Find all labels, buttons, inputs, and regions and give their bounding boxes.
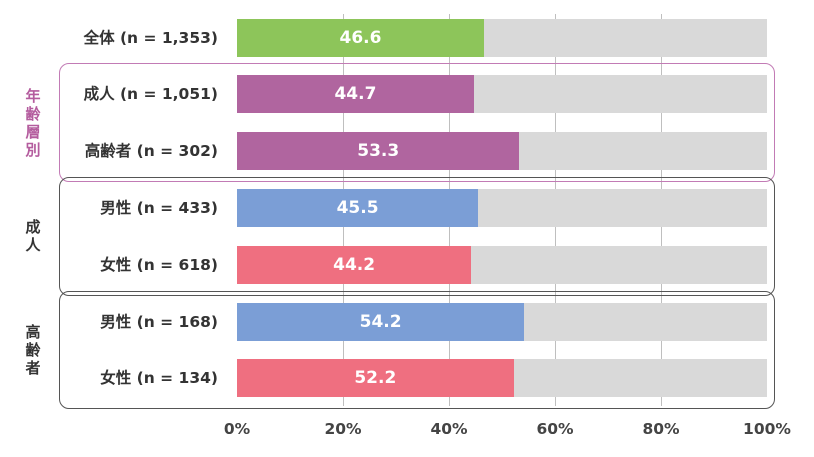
x-tick-label: 100%	[743, 420, 791, 438]
bar-value-label: 45.5	[336, 197, 379, 218]
x-tick-label: 60%	[536, 420, 574, 438]
bar	[237, 188, 479, 227]
group-label: 成人	[25, 218, 41, 255]
x-tick-label: 80%	[642, 420, 680, 438]
group-label: 年齢層別	[25, 86, 41, 159]
bar-value-label: 44.7	[334, 84, 377, 105]
bar-value-label: 54.2	[359, 311, 402, 332]
bar	[237, 245, 472, 284]
group-frame	[59, 63, 775, 183]
category-label: 男性 (n = 433)	[100, 198, 218, 217]
bar	[237, 18, 484, 57]
category-label: 成人 (n = 1,051)	[83, 85, 218, 104]
bar	[237, 359, 514, 398]
x-tick-label: 0%	[223, 420, 251, 438]
bar-value-label: 46.6	[339, 27, 382, 48]
category-label: 全体 (n = 1,353)	[83, 28, 218, 47]
category-label: 男性 (n = 168)	[100, 312, 218, 331]
bar-value-label: 52.2	[354, 368, 397, 389]
bar-value-label: 44.2	[333, 254, 376, 275]
x-tick-label: 40%	[430, 420, 468, 438]
group-frame	[59, 176, 775, 296]
bar	[237, 132, 520, 171]
group-frame	[59, 290, 775, 410]
category-label: 女性 (n = 134)	[100, 369, 218, 388]
x-tick-label: 20%	[324, 420, 362, 438]
group-label: 高齢者	[25, 322, 41, 377]
bar-value-label: 53.3	[357, 141, 400, 162]
category-label: 高齢者 (n = 302)	[84, 142, 218, 161]
category-label: 女性 (n = 618)	[100, 255, 218, 274]
bar	[237, 75, 474, 114]
bar	[237, 302, 525, 341]
